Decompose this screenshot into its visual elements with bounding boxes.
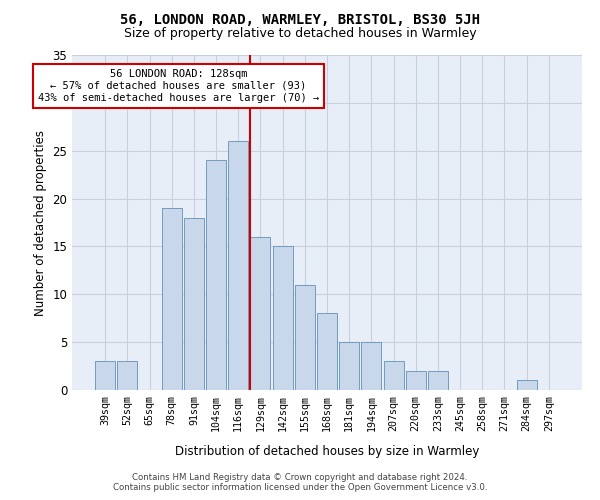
Bar [317, 314, 337, 390]
Bar [250, 237, 271, 390]
Bar [361, 342, 382, 390]
Bar [383, 362, 404, 390]
Bar [295, 284, 315, 390]
Text: 56, LONDON ROAD, WARMLEY, BRISTOL, BS30 5JH: 56, LONDON ROAD, WARMLEY, BRISTOL, BS30 … [120, 12, 480, 26]
Bar [428, 371, 448, 390]
Bar [184, 218, 204, 390]
Bar [517, 380, 536, 390]
Bar [406, 371, 426, 390]
Bar [228, 141, 248, 390]
X-axis label: Distribution of detached houses by size in Warmley: Distribution of detached houses by size … [175, 445, 479, 458]
Bar [272, 246, 293, 390]
Bar [95, 362, 115, 390]
Bar [206, 160, 226, 390]
Text: 56 LONDON ROAD: 128sqm
← 57% of detached houses are smaller (93)
43% of semi-det: 56 LONDON ROAD: 128sqm ← 57% of detached… [38, 70, 319, 102]
Text: Size of property relative to detached houses in Warmley: Size of property relative to detached ho… [124, 28, 476, 40]
Y-axis label: Number of detached properties: Number of detached properties [34, 130, 47, 316]
Text: Contains HM Land Registry data © Crown copyright and database right 2024.
Contai: Contains HM Land Registry data © Crown c… [113, 473, 487, 492]
Bar [162, 208, 182, 390]
Bar [118, 362, 137, 390]
Bar [339, 342, 359, 390]
